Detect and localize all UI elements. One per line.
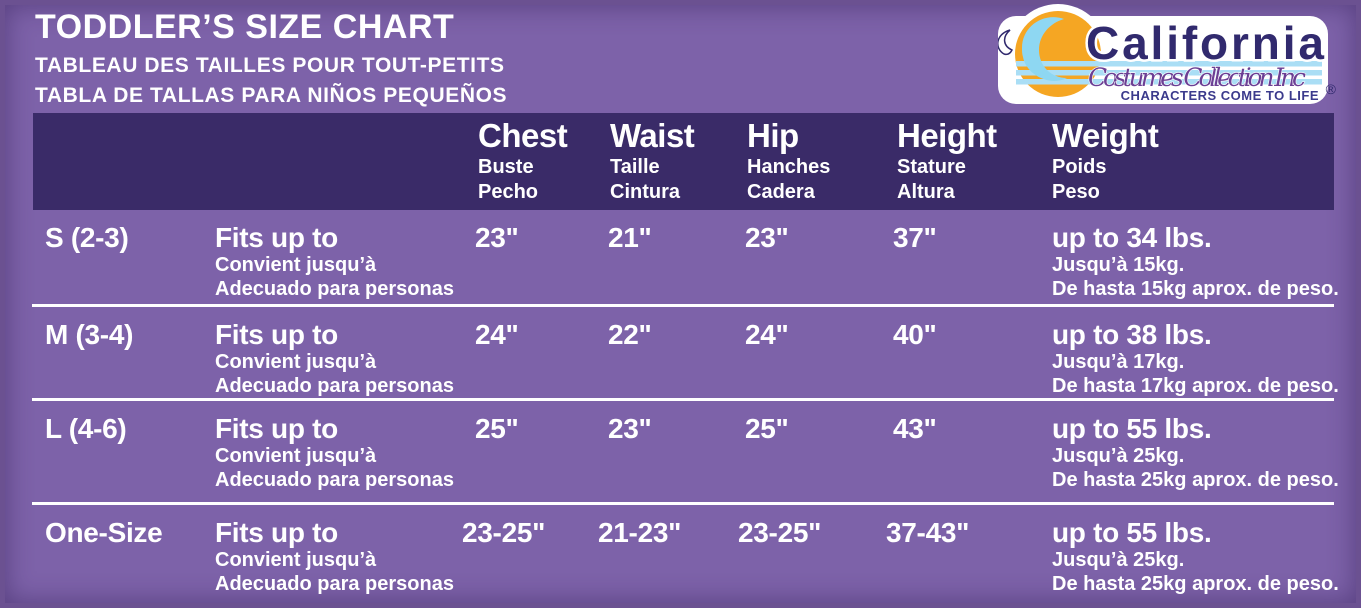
column-label-fr: Poids (1052, 156, 1107, 178)
weight-value-es: De hasta 25kg aprox. de peso. (1052, 573, 1339, 595)
column-label-es: Pecho (478, 181, 539, 203)
size-label: S (2-3) (45, 222, 129, 253)
height-value: 43" (893, 413, 937, 444)
row-divider (32, 502, 1334, 505)
size-label: L (4-6) (45, 413, 127, 444)
row-divider (32, 398, 1334, 401)
column-label-fr: Hanches (747, 156, 831, 178)
table-row-medium: M (3-4) Fits up to Convient jusqu’à Adec… (0, 307, 1361, 402)
weight-value-es: De hasta 17kg aprox. de peso. (1052, 375, 1339, 397)
chest-value: 23" (475, 222, 519, 253)
table-row-one-size: One-Size Fits up to Convient jusqu’à Ade… (0, 505, 1361, 600)
weight-value-fr: Jusqu’à 25kg. (1052, 445, 1185, 467)
page-title: TODDLER’S SIZE CHART (35, 8, 455, 46)
registered-trademark-icon: ® (1326, 81, 1337, 97)
fits-up-to-en: Fits up to (215, 222, 338, 253)
column-label-fr: Buste (478, 156, 534, 178)
hip-value: 25" (745, 413, 789, 444)
column-label-es: Altura (897, 181, 955, 203)
weight-value-es: De hasta 25kg aprox. de peso. (1052, 469, 1339, 491)
column-header-weight: Weight Poids Peso (1052, 117, 1159, 204)
size-label: One-Size (45, 517, 163, 548)
california-costumes-logo: California Costumes Collection Inc CHARA… (988, 2, 1340, 110)
column-label-es: Cintura (610, 181, 680, 203)
column-label-en: Height (897, 117, 997, 154)
height-value: 37" (893, 222, 937, 253)
column-label-fr: Taille (610, 156, 660, 178)
brand-name: California (1086, 17, 1324, 69)
wave-icon (998, 17, 1067, 81)
hip-value: 24" (745, 319, 789, 350)
table-header-band (33, 113, 1334, 210)
weight-value-fr: Jusqu’à 25kg. (1052, 549, 1185, 571)
fits-up-to-es: Adecuado para personas (215, 375, 454, 397)
chest-value: 23-25" (462, 517, 546, 548)
column-header-chest: Chest Buste Pecho (478, 117, 568, 204)
row-divider (32, 304, 1334, 307)
weight-value-fr: Jusqu’à 17kg. (1052, 351, 1185, 373)
title-block: TODDLER’S SIZE CHART TABLEAU DES TAILLES… (35, 8, 507, 111)
column-label-es: Cadera (747, 181, 815, 203)
column-label-fr: Stature (897, 156, 966, 178)
hip-value: 23-25" (738, 517, 822, 548)
weight-value-en: up to 55 lbs. (1052, 413, 1212, 444)
fits-up-to-en: Fits up to (215, 413, 338, 444)
logo-graphic: California Costumes Collection Inc CHARA… (998, 4, 1337, 104)
column-label-en: Waist (610, 117, 695, 154)
brand-tagline: CHARACTERS COME TO LIFE (1121, 88, 1319, 103)
fits-up-to-en: Fits up to (215, 517, 338, 548)
column-label-en: Weight (1052, 117, 1159, 154)
fits-up-to-es: Adecuado para personas (215, 278, 454, 300)
column-header-waist: Waist Taille Cintura (610, 117, 695, 204)
fits-up-to-es: Adecuado para personas (215, 469, 454, 491)
height-value: 37-43" (886, 517, 970, 548)
weight-value-fr: Jusqu’à 15kg. (1052, 254, 1185, 276)
chest-value: 24" (475, 319, 519, 350)
weight-value-en: up to 55 lbs. (1052, 517, 1212, 548)
column-header-hip: Hip Hanches Cadera (747, 118, 830, 204)
weight-value-es: De hasta 15kg aprox. de peso. (1052, 278, 1339, 300)
column-header-height: Height Stature Altura (897, 118, 997, 204)
hip-value: 23" (745, 222, 789, 253)
column-label-es: Peso (1052, 181, 1100, 203)
table-row-small: S (2-3) Fits up to Convient jusqu’à Adec… (0, 210, 1361, 305)
fits-up-to-es: Adecuado para personas (215, 573, 454, 595)
weight-value-en: up to 38 lbs. (1052, 319, 1212, 350)
column-label-en: Hip (747, 117, 799, 154)
fits-up-to-fr: Convient jusqu’à (215, 445, 377, 467)
fits-up-to-fr: Convient jusqu’à (215, 549, 377, 571)
fits-up-to-en: Fits up to (215, 319, 338, 350)
size-label: M (3-4) (45, 319, 134, 350)
waist-value: 21-23" (598, 517, 682, 548)
fits-up-to-fr: Convient jusqu’à (215, 254, 377, 276)
page-subtitle-spanish: TABLA DE TALLAS PARA NIÑOS PEQUEÑOS (35, 84, 508, 107)
waist-value: 22" (608, 319, 652, 350)
table-row-large: L (4-6) Fits up to Convient jusqu’à Adec… (0, 401, 1361, 496)
waist-value: 21" (608, 222, 652, 253)
column-label-en: Chest (478, 117, 568, 154)
brand-script: Costumes Collection Inc (1088, 63, 1306, 92)
water-stripes-icon (1016, 61, 1322, 85)
fits-up-to-fr: Convient jusqu’à (215, 351, 377, 373)
weight-value-en: up to 34 lbs. (1052, 222, 1212, 253)
chest-value: 25" (475, 413, 519, 444)
page-subtitle-french: TABLEAU DES TAILLES POUR TOUT-PETITS (35, 54, 505, 77)
height-value: 40" (893, 319, 937, 350)
waist-value: 23" (608, 413, 652, 444)
